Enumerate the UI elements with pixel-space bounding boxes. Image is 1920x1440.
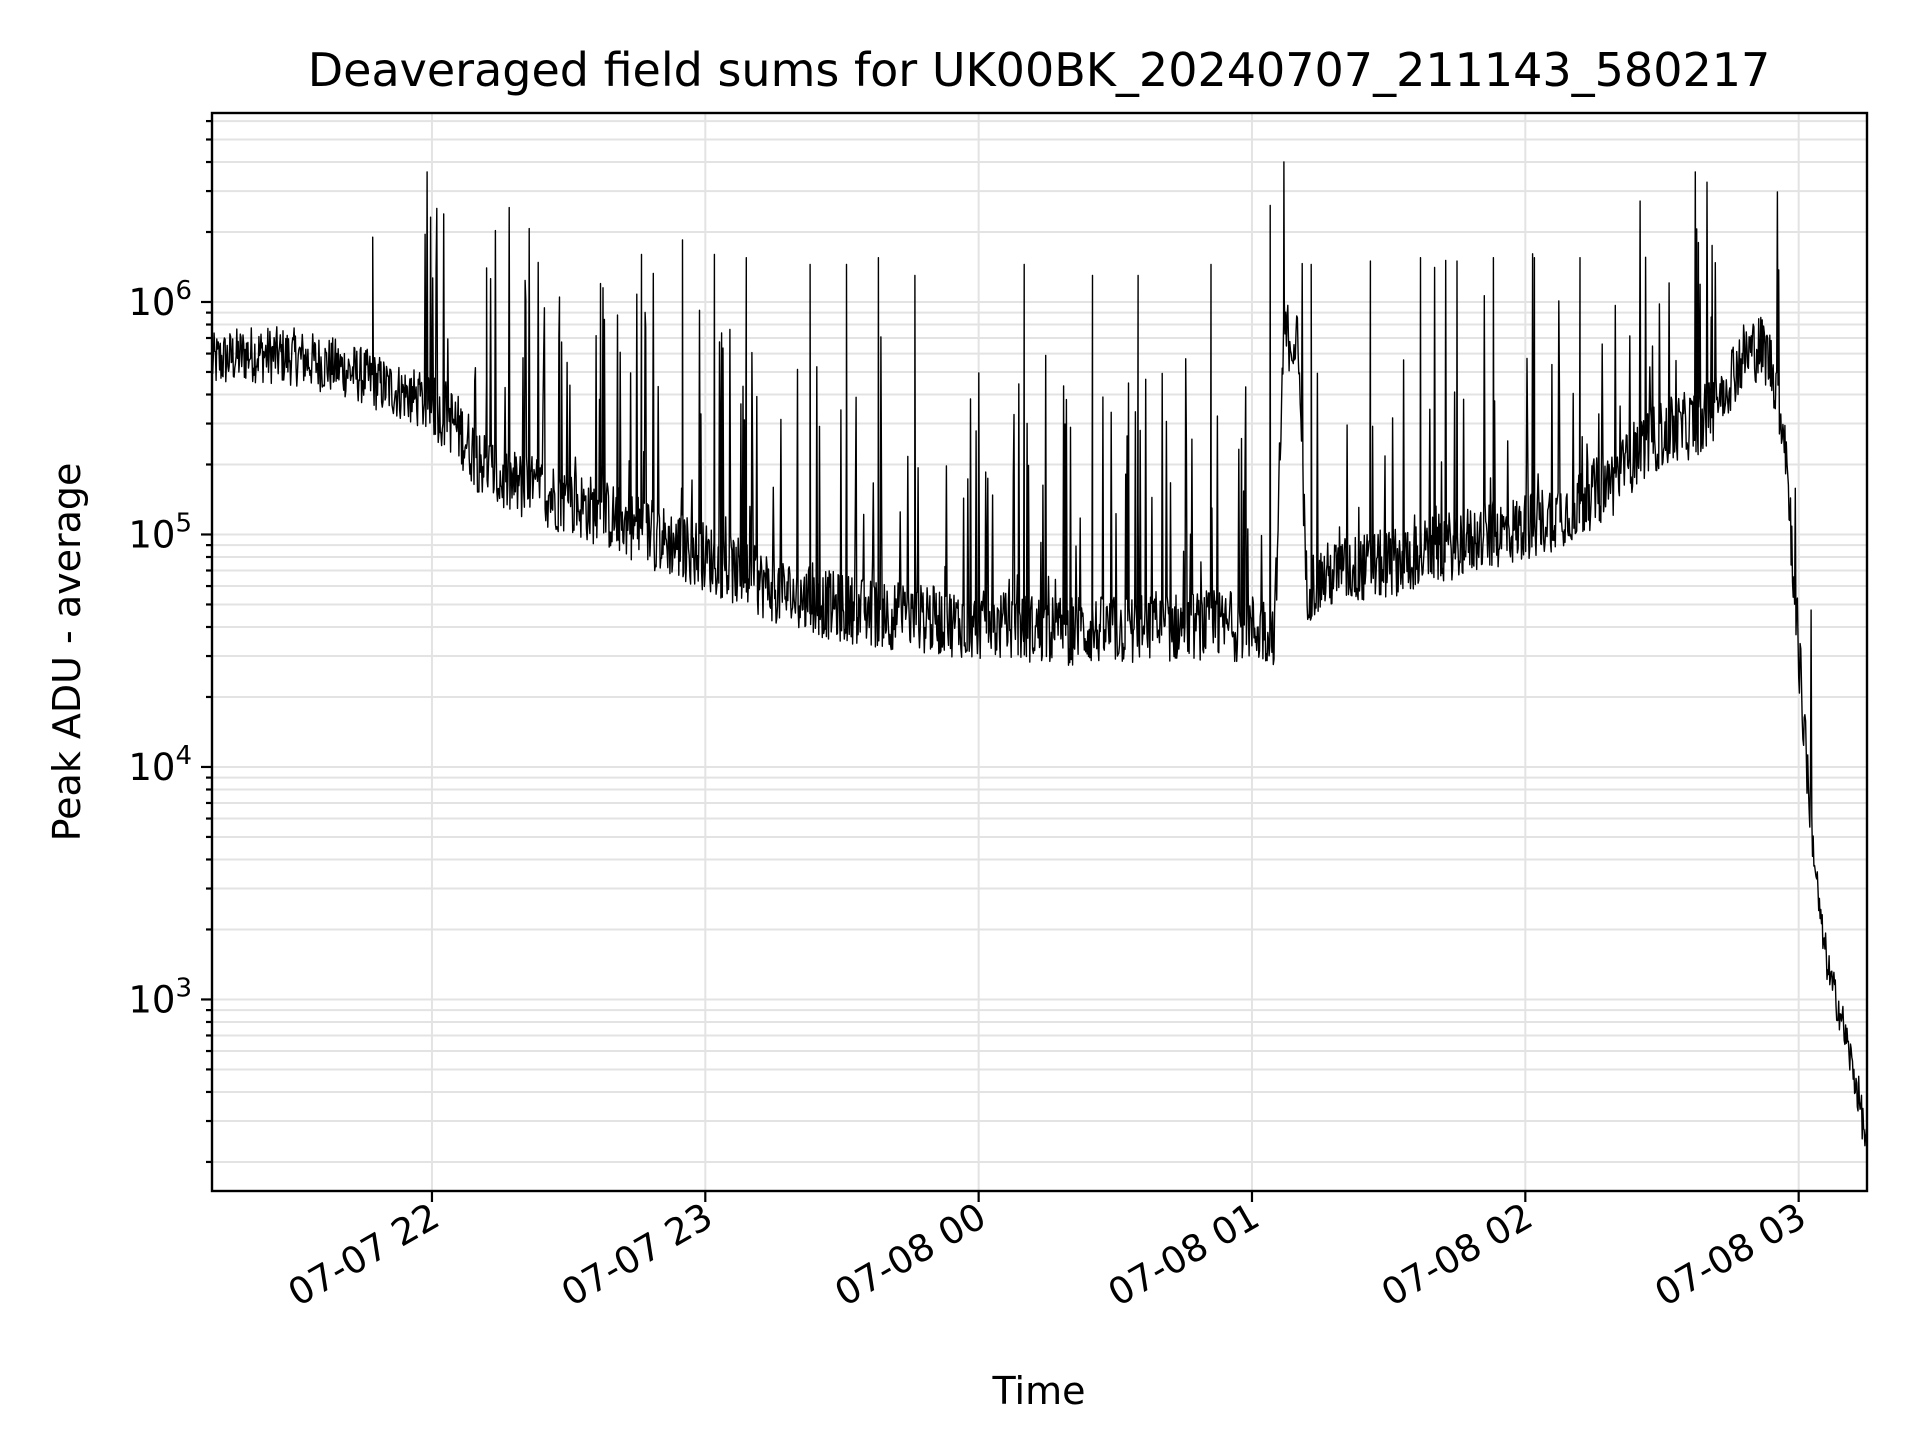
x-tick-label: 07-08 02 [1374,1195,1540,1315]
x-tick-label: 07-08 03 [1648,1195,1814,1315]
series-layer [211,161,1868,1148]
x-tick-label: 07-08 01 [1101,1195,1267,1315]
y-tick-label: 105 [128,508,192,556]
y-axis: 103 104 105 106 [128,119,212,1164]
x-tick-label: 07-07 22 [281,1195,447,1315]
plot-frame [210,111,1869,1193]
chart-title: Deaveraged field sums for UK00BK_2024070… [308,43,1771,97]
grid [212,113,1867,1191]
y-tick-label: 104 [128,741,192,789]
y-tick-label: 103 [128,973,192,1021]
y-axis-label: Peak ADU - average [45,463,89,842]
x-axis-label: Time [992,1369,1086,1413]
x-tick-label: 07-07 23 [554,1195,720,1315]
x-tick-label: 07-08 00 [828,1195,994,1315]
x-axis: 07-07 22 07-07 23 07-08 00 07-08 01 07-08 02… [281,1191,1813,1315]
y-tick-label: 106 [128,276,192,324]
series-line [211,161,1868,1148]
